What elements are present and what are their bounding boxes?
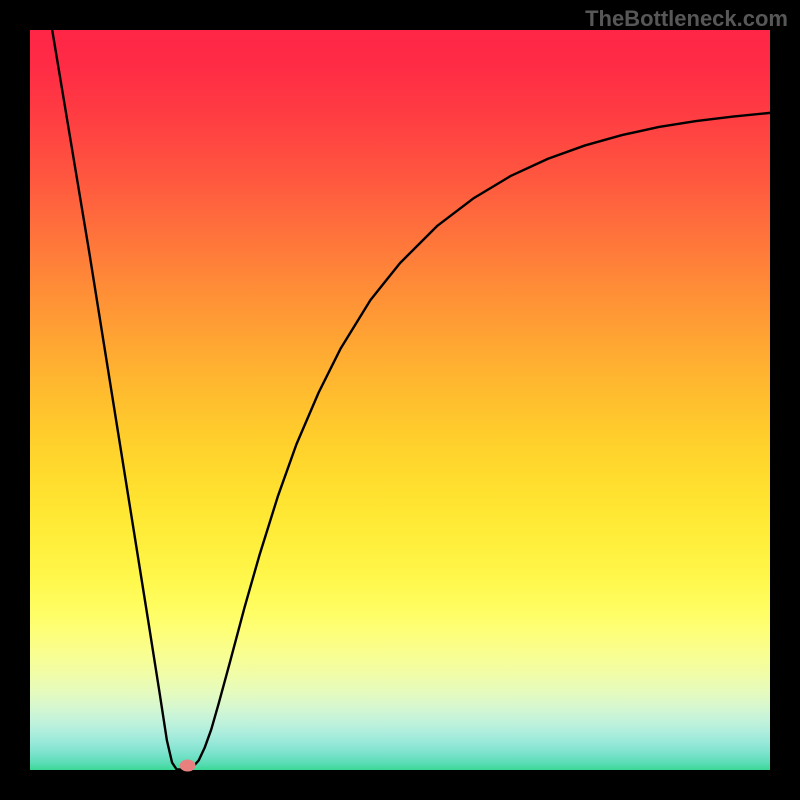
chart-canvas: [0, 0, 800, 800]
marker-dot: [180, 760, 196, 772]
watermark-text: TheBottleneck.com: [585, 6, 788, 32]
plot-background: [30, 30, 770, 770]
